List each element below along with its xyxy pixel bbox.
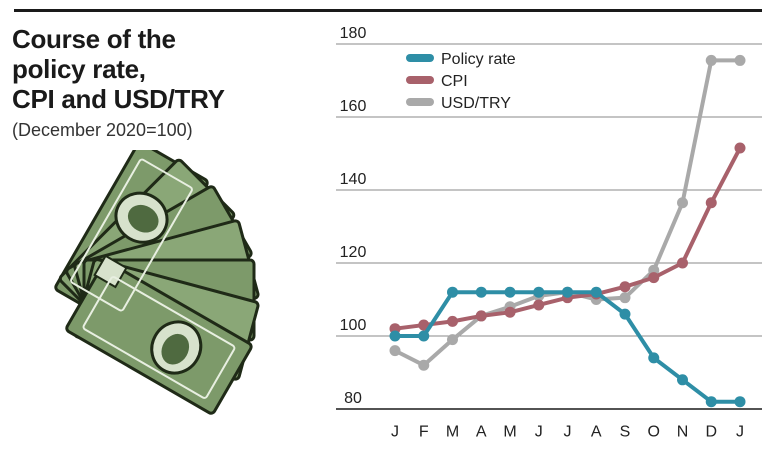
title-line-1: Course of the: [12, 24, 176, 54]
data-point: [619, 292, 631, 304]
data-point: [648, 352, 660, 364]
data-point: [447, 334, 458, 346]
chart-subtitle: (December 2020=100): [12, 120, 193, 140]
x-tick-label: M: [503, 423, 516, 440]
y-tick-label: 140: [340, 171, 367, 188]
data-point: [504, 286, 516, 298]
dollar-bills-fan-icon: [54, 150, 260, 415]
data-point: [475, 286, 487, 298]
top-rule: [14, 9, 762, 12]
data-point: [648, 272, 660, 284]
x-tick-label: O: [648, 423, 660, 440]
data-point: [705, 396, 717, 408]
legend-label: CPI: [441, 73, 468, 90]
x-tick-label: F: [419, 423, 429, 440]
data-point: [504, 306, 516, 318]
x-tick-label: A: [591, 423, 602, 440]
y-tick-label: 120: [340, 244, 367, 261]
series-policy-rate: [389, 286, 746, 408]
x-tick-label: S: [620, 423, 631, 440]
title-line-2: policy rate,: [12, 54, 146, 84]
x-tick-label: J: [736, 423, 744, 440]
legend-label: USD/TRY: [441, 95, 511, 112]
data-point: [533, 299, 545, 311]
data-point: [447, 286, 458, 298]
data-point: [619, 308, 631, 320]
y-tick-label: 180: [340, 25, 367, 42]
data-point: [734, 54, 746, 66]
x-tick-label: A: [476, 423, 487, 440]
data-point: [705, 197, 717, 209]
series-group: [389, 54, 746, 408]
legend: Policy rate CPI USD/TRY: [406, 51, 516, 112]
x-tick-label: J: [391, 423, 399, 440]
chart-title: Course of the policy rate, CPI and USD/T…: [12, 24, 312, 114]
data-point: [418, 319, 430, 331]
data-point: [677, 374, 688, 386]
data-point: [418, 330, 430, 342]
y-axis: 80 100 120 140 160 180: [340, 25, 367, 407]
title-line-3: CPI and USD/TRY: [12, 84, 225, 114]
data-point: [533, 286, 545, 298]
data-point: [389, 330, 401, 342]
data-point: [734, 396, 746, 408]
y-tick-label: 100: [340, 317, 367, 334]
x-tick-label: J: [564, 423, 572, 440]
data-point: [418, 359, 430, 371]
data-point: [734, 142, 746, 154]
data-point: [677, 257, 688, 269]
grid-lines: [336, 43, 762, 410]
data-point: [447, 315, 458, 327]
legend-label: Policy rate: [441, 51, 516, 68]
data-point: [619, 281, 631, 293]
data-point: [677, 197, 688, 209]
data-point: [562, 286, 573, 298]
x-tick-label: D: [705, 423, 717, 440]
data-point: [389, 345, 401, 357]
data-point: [475, 310, 487, 322]
data-point: [705, 54, 717, 66]
x-tick-label: M: [446, 423, 459, 440]
y-tick-label: 160: [340, 98, 367, 115]
x-tick-label: J: [535, 423, 543, 440]
data-point: [590, 286, 602, 298]
y-tick-label: 80: [344, 390, 362, 407]
x-tick-label: N: [677, 423, 689, 440]
